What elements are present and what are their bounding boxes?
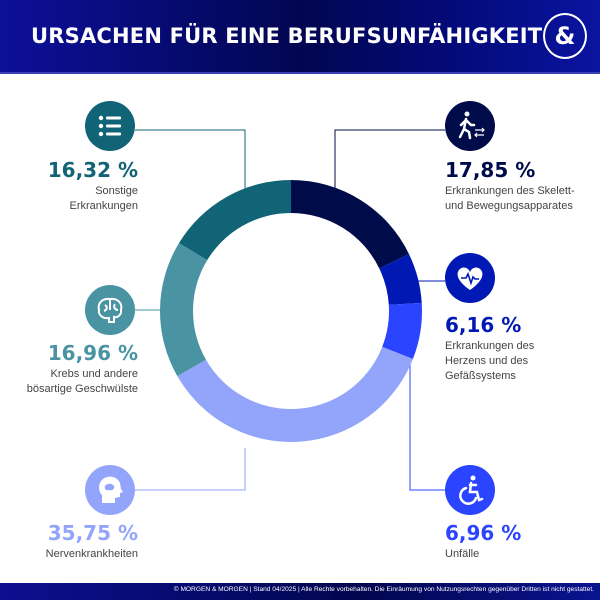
heart-pulse-icon xyxy=(445,253,495,303)
copyright-text: © MORGEN & MORGEN | Stand 04/2025 | Alle… xyxy=(173,586,594,593)
pct-skelett: 17,85 % xyxy=(445,158,536,182)
head-profile-icon xyxy=(85,465,135,515)
label-sonstige: Sonstige Erkrankungen xyxy=(70,184,139,214)
label-krebs: Krebs und andere bösartige Geschwülste xyxy=(27,367,138,397)
page-title: URSACHEN FÜR EINE BERUFSUNFÄHIGKEIT xyxy=(31,24,543,48)
pct-sonstige: 16,32 % xyxy=(47,158,138,182)
connector-line-skelett xyxy=(334,129,445,188)
label-skelett: Erkrankungen des Skelett-und Bewegungsap… xyxy=(445,184,575,214)
label-line: Herzens und des xyxy=(445,355,529,367)
label-nerven: Nervenkrankheiten xyxy=(46,547,138,562)
header: URSACHEN FÜR EINE BERUFSUNFÄHIGKEIT & xyxy=(0,0,600,74)
pct-herz: 6,16 % xyxy=(445,313,522,337)
label-line: und Bewegungsapparates xyxy=(445,200,573,212)
label-line: Erkrankungen des xyxy=(445,340,535,352)
connector-line-unfaelle xyxy=(409,362,445,491)
donut-slice-1 xyxy=(379,254,422,305)
connector-line-sonstige xyxy=(135,129,246,190)
footer: © MORGEN & MORGEN | Stand 04/2025 | Alle… xyxy=(0,583,600,600)
label-line: Erkrankungen des Skelett- xyxy=(445,185,575,197)
pct-krebs: 16,96 % xyxy=(47,341,138,365)
donut-slice-3 xyxy=(177,346,413,442)
label-line: Gefäßsystems xyxy=(445,370,516,382)
donut-slice-2 xyxy=(382,302,422,359)
wheelchair-icon xyxy=(445,465,495,515)
donut-slice-5 xyxy=(179,180,291,261)
label-line: Krebs und andere xyxy=(50,368,138,380)
brain-icon xyxy=(85,285,135,335)
pct-unfaelle: 6,96 % xyxy=(445,521,522,545)
label-line: Nervenkrankheiten xyxy=(45,548,138,560)
pct-nerven: 35,75 % xyxy=(47,521,138,545)
label-line: bösartige Geschwülste xyxy=(26,383,138,395)
label-herz: Erkrankungen des Herzens und des Gefäßsyst… xyxy=(445,339,534,384)
logo: & xyxy=(543,13,587,59)
label-line: Unfälle xyxy=(445,548,480,560)
walking-person-icon xyxy=(445,101,495,151)
list-icon xyxy=(85,101,135,151)
donut-slice-4 xyxy=(160,243,208,377)
label-line: Erkrankungen xyxy=(69,200,139,212)
donut-slice-0 xyxy=(291,180,410,269)
connector-line-nerven xyxy=(135,448,246,491)
label-line: Sonstige xyxy=(95,185,138,197)
label-unfaelle: Unfälle xyxy=(445,547,479,562)
